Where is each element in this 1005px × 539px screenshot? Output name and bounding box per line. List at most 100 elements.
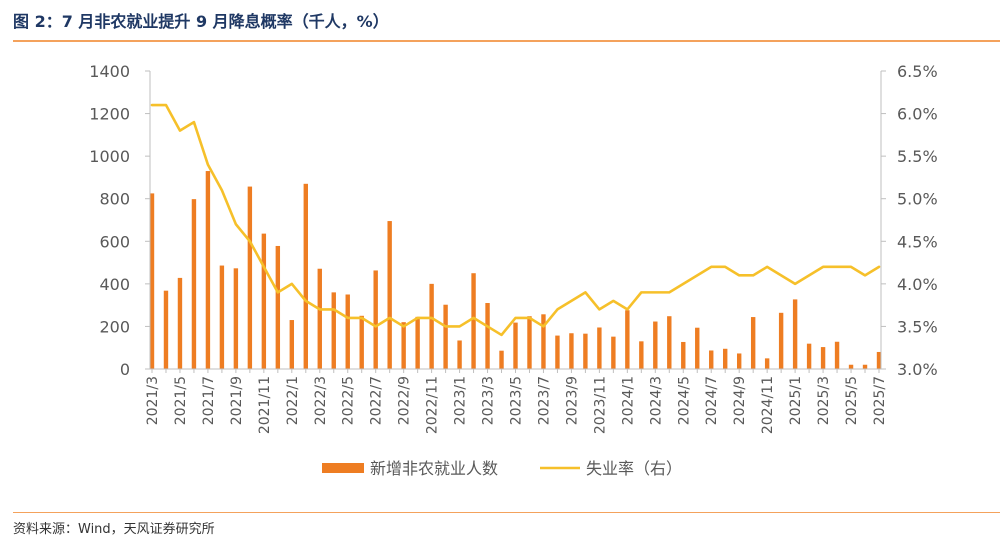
bar-2023/12: [611, 336, 616, 369]
x-tick-label: 2025/3: [816, 376, 832, 425]
bar-2023/11: [597, 327, 602, 369]
bar-2025/3: [820, 347, 826, 369]
bar-2023/5: [513, 322, 518, 369]
bar-2025/7: [876, 351, 882, 369]
left-tick-label: 1000: [89, 147, 130, 166]
right-tick-label: 4.0%: [897, 275, 938, 294]
bar-2024/1: [625, 310, 630, 369]
bar-2024/6: [695, 327, 700, 369]
legend-swatch-bar: [322, 463, 364, 473]
bar-2022/8: [387, 221, 392, 369]
x-tick-label: 2024/9: [732, 376, 748, 425]
x-tick-label: 2023/7: [536, 376, 552, 425]
x-tick-label: 2021/3: [145, 376, 161, 425]
left-tick-label: 1200: [89, 105, 130, 124]
bar-2023/6: [527, 316, 532, 369]
bar-2023/1: [457, 340, 462, 369]
bar-2022/9: [401, 322, 406, 369]
figure-title: 图 2：7 月非农就业提升 9 月降息概率（千人，%）: [13, 12, 389, 31]
bar-2022/3: [317, 268, 322, 369]
source-note: 资料来源：Wind，天风证券研究所: [13, 522, 215, 537]
bar-2021/11: [261, 233, 267, 369]
x-tick-label: 2023/9: [564, 376, 580, 425]
bar-2025/2: [806, 343, 812, 369]
left-tick-label: 600: [99, 232, 130, 251]
bar-2022/4: [331, 292, 336, 369]
x-tick-label: 2024/5: [676, 376, 692, 425]
x-tick-label: 2024/7: [704, 376, 720, 425]
bar-2021/4: [163, 290, 169, 369]
x-tick-label: 2023/11: [592, 376, 608, 434]
bar-2024/8: [723, 348, 728, 369]
legend-label-line: 失业率（右）: [586, 459, 682, 478]
bar-2024/7: [709, 350, 714, 369]
x-tick-label: 2023/3: [481, 376, 497, 425]
left-tick-label: 0: [120, 360, 130, 379]
bar-2021/10: [247, 186, 253, 369]
bar-2023/2: [471, 273, 476, 369]
bar-2021/8: [219, 265, 225, 369]
x-tick-label: 2024/1: [620, 376, 636, 425]
x-tick-label: 2021/9: [229, 376, 245, 425]
left-tick-label: 1400: [89, 62, 130, 81]
bar-2021/5: [177, 277, 183, 369]
right-tick-label: 3.5%: [897, 317, 938, 336]
x-tick-label: 2025/5: [844, 376, 860, 425]
bar-2024/10: [750, 317, 756, 369]
x-tick-label: 2022/7: [369, 376, 385, 425]
bar-2023/9: [569, 333, 574, 369]
bar-2022/7: [373, 270, 378, 369]
x-tick-label: 2025/7: [872, 376, 888, 425]
bar-2021/9: [233, 268, 239, 369]
x-tick-label: 2021/5: [173, 376, 189, 425]
bar-2021/7: [205, 171, 211, 369]
legend-label-bar: 新增非农就业人数: [370, 459, 498, 478]
bar-2024/3: [653, 321, 658, 369]
x-tick-label: 2022/5: [341, 376, 357, 425]
x-tick-label: 2025/1: [788, 376, 804, 425]
x-tick-label: 2023/1: [453, 376, 469, 425]
right-tick-label: 6.0%: [897, 105, 938, 124]
left-tick-label: 800: [99, 190, 130, 209]
x-tick-label: 2022/1: [285, 376, 301, 425]
bar-2025/5: [848, 364, 854, 369]
bar-2022/2: [303, 183, 308, 369]
x-tick-label: 2022/9: [397, 376, 413, 425]
x-tick-label: 2024/11: [760, 376, 776, 434]
x-tick-label: 2022/11: [425, 376, 441, 434]
bar-2022/10: [415, 316, 420, 369]
bar-2024/9: [736, 353, 742, 369]
bar-series: [149, 171, 882, 369]
bar-2024/4: [667, 316, 672, 369]
bar-2022/5: [345, 294, 350, 369]
right-tick-label: 6.5%: [897, 62, 938, 81]
bar-2023/10: [583, 333, 588, 369]
bar-2023/7: [541, 314, 546, 369]
x-tick-label: 2021/7: [201, 376, 217, 425]
legend: 新增非农就业人数 失业率（右）: [322, 459, 682, 478]
chart: 0 200 400 600 800 1000 1200 1400 3.0% 3.5% 4.0% 4.5…: [89, 62, 938, 478]
bar-2024/2: [639, 341, 644, 369]
bar-2022/6: [359, 315, 364, 369]
bar-2022/12: [443, 304, 448, 369]
bar-2025/6: [862, 364, 868, 369]
x-tick-label: 2022/3: [313, 376, 329, 425]
left-tick-label: 400: [99, 275, 130, 294]
right-tick-label: 5.5%: [897, 147, 938, 166]
bar-2022/11: [429, 283, 434, 369]
bar-2024/5: [681, 341, 686, 369]
x-tick-label: 2021/11: [257, 376, 273, 434]
bar-2024/11: [764, 358, 770, 369]
bar-2024/12: [778, 312, 784, 369]
bar-2023/4: [499, 350, 504, 369]
bar-2025/4: [834, 341, 840, 369]
bar-2023/8: [555, 335, 560, 369]
right-tick-label: 3.0%: [897, 360, 938, 379]
bar-2021/3: [149, 193, 155, 369]
line-series: [150, 103, 881, 337]
bar-2021/6: [191, 199, 197, 369]
unemployment-line: [150, 103, 881, 337]
title-divider: [13, 40, 1000, 42]
bar-2022/1: [289, 320, 295, 369]
bar-2025/1: [792, 299, 798, 369]
